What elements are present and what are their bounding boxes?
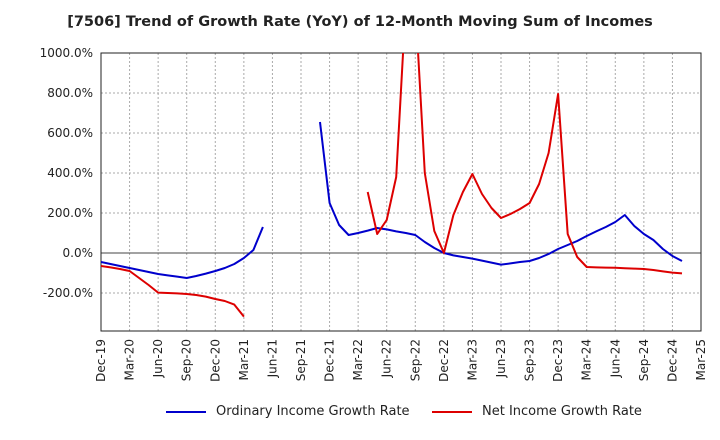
x-tick-label: Sep-20 xyxy=(180,339,194,381)
series-layer xyxy=(101,53,683,318)
y-tick-label: 400.0% xyxy=(47,166,93,180)
x-tick-label: Jun-24 xyxy=(608,339,622,378)
x-tick-label: Mar-25 xyxy=(694,339,708,380)
x-tick-label: Sep-21 xyxy=(294,339,308,381)
y-tick-label: 800.0% xyxy=(47,86,93,100)
x-tick-labels: Dec-19 Mar-20 Jun-20 Sep-20 Dec-20 Mar-21 Jun-… xyxy=(94,339,708,382)
series-line-net-income xyxy=(366,53,683,275)
x-tick-label: Mar-21 xyxy=(237,339,251,380)
x-tick-label: Dec-19 xyxy=(94,339,108,382)
chart-title: [7506] Trend of Growth Rate (YoY) of 12-… xyxy=(67,14,653,30)
x-tick-label: Sep-24 xyxy=(637,339,651,381)
legend-label-net-income: Net Income Growth Rate xyxy=(482,404,642,419)
legend-item-ordinary-income: Ordinary Income Growth Rate xyxy=(166,404,410,419)
x-tick-label: Jun-20 xyxy=(151,339,165,378)
legend-swatch-net-income xyxy=(432,410,472,413)
x-tick-label: Jun-23 xyxy=(494,339,508,378)
legend: Ordinary Income Growth Rate Net Income G… xyxy=(0,404,720,426)
legend-item-net-income: Net Income Growth Rate xyxy=(432,404,642,419)
x-tick-label: Mar-23 xyxy=(465,339,479,380)
legend-swatch-ordinary-income xyxy=(166,410,206,413)
plot-frame xyxy=(100,52,702,332)
y-tick-label: 600.0% xyxy=(47,126,93,140)
x-tick-label: Jun-21 xyxy=(265,339,279,378)
x-tick-label: Dec-24 xyxy=(665,339,679,382)
x-tick-label: Sep-23 xyxy=(523,339,537,381)
x-tick-label: Mar-22 xyxy=(351,339,365,380)
y-tick-labels: 1000.0% 800.0% 600.0% 400.0% 200.0% 0.0% -200.… xyxy=(40,46,93,300)
x-tick-label: Dec-21 xyxy=(323,339,337,382)
x-tick-label: Dec-23 xyxy=(551,339,565,382)
y-tick-label: 200.0% xyxy=(47,206,93,220)
x-tick-label: Sep-22 xyxy=(408,339,422,381)
y-tick-label: -200.0% xyxy=(43,286,93,300)
legend-label-ordinary-income: Ordinary Income Growth Rate xyxy=(216,404,410,419)
x-tick-label: Mar-24 xyxy=(580,339,594,380)
y-tick-label: 0.0% xyxy=(63,246,94,260)
series-line-net-income xyxy=(101,265,245,318)
chart-axes xyxy=(100,52,702,332)
y-tick-label: 1000.0% xyxy=(40,46,93,60)
x-tick-label: Dec-20 xyxy=(208,339,222,382)
x-tick-label: Mar-20 xyxy=(123,339,137,380)
series-line-ordinary-income xyxy=(101,226,264,279)
x-tick-label: Jun-22 xyxy=(380,339,394,378)
x-tick-label: Dec-22 xyxy=(437,339,451,382)
